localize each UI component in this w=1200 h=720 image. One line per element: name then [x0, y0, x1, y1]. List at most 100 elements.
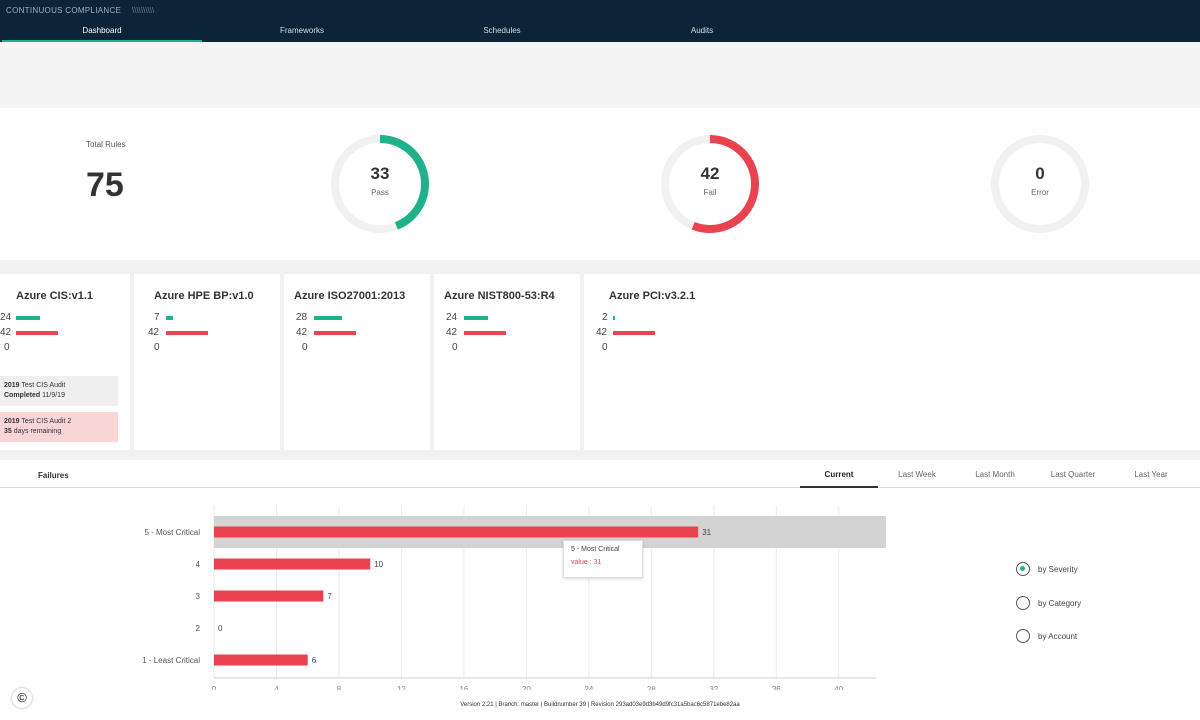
error-count: 0: [1035, 164, 1045, 183]
framework-card-azure-nist[interactable]: Azure NIST800-53:R4 24 42 0: [434, 274, 580, 450]
framework-name: Azure PCI:v3.2.1: [609, 290, 696, 302]
radio-button[interactable]: [1016, 562, 1030, 576]
top-bar: CONTINUOUS COMPLIANCE \\\\\\\\\\ Dashboa…: [0, 0, 1200, 42]
tooltip-value: value : 31: [571, 559, 602, 566]
pass-ring: [331, 135, 429, 233]
period-tab-last-year[interactable]: Last Year: [1134, 470, 1168, 479]
audit-year: 2019: [4, 382, 20, 389]
fail-bar: [464, 331, 506, 335]
fail-bar: [314, 331, 356, 335]
framework-name: Azure HPE BP:v1.0: [154, 290, 254, 302]
x-tick-label: 12: [397, 685, 406, 690]
pass-count: 24: [446, 312, 458, 323]
fail-bar: [613, 331, 655, 335]
audit-upcoming[interactable]: 2019 Test CIS Audit 2 35 days remaining: [0, 412, 118, 442]
framework-cards: Azure CIS:v1.1 24 42 0 2019 Test CIS Aud…: [0, 260, 1200, 460]
pass-bar: [16, 316, 40, 320]
total-rules-label: Total Rules: [86, 140, 126, 149]
radio-label: by Severity: [1038, 565, 1078, 574]
audit-name: Test CIS Audit: [21, 382, 66, 389]
radio-button[interactable]: [1016, 629, 1030, 643]
category-label: 3: [196, 592, 201, 601]
error-count: 0: [154, 342, 160, 353]
app-title: CONTINUOUS COMPLIANCE: [6, 6, 122, 15]
pass-count: 7: [154, 312, 160, 323]
fail-count: 42: [446, 327, 458, 338]
audit-days: 35: [4, 428, 12, 435]
value-label: 10: [374, 560, 383, 569]
header-strip: [0, 42, 1200, 108]
error-donut-chart: [991, 135, 1089, 233]
account-name: \\\\\\\\\\: [132, 6, 155, 15]
framework-card-azure-cis[interactable]: Azure CIS:v1.1 24 42 0 2019 Test CIS Aud…: [0, 274, 130, 450]
pass-donut[interactable]: 33 Pass: [328, 132, 432, 236]
tab-frameworks[interactable]: Frameworks: [279, 26, 324, 35]
framework-name: Azure ISO27001:2013: [294, 290, 406, 302]
framework-card-azure-pci[interactable]: Azure PCI:v3.2.1 2 42 0: [584, 274, 1200, 450]
error-count: 0: [302, 342, 308, 353]
summary-panel: Total Rules 75 33 Pass 42 Fail 0 Error: [0, 108, 1200, 260]
tab-audits[interactable]: Audits: [690, 26, 714, 35]
period-tab-current[interactable]: Current: [800, 470, 878, 488]
tab-dashboard[interactable]: Dashboard: [2, 22, 202, 42]
copyright-icon: ©: [12, 688, 32, 708]
audit-date: 11/9/19: [42, 392, 65, 399]
value-label: 31: [702, 528, 711, 537]
total-rules-value: 75: [86, 166, 124, 204]
audit-status: Completed: [4, 392, 41, 399]
fail-count: 42: [596, 327, 608, 338]
x-tick-label: 32: [709, 685, 718, 690]
x-tick-label: 20: [522, 685, 531, 690]
framework-card-azure-hpe[interactable]: Azure HPE BP:v1.0 7 42 0: [134, 274, 280, 450]
pass-bar: [613, 316, 615, 320]
audit-completed[interactable]: 2019 Test CIS Audit Completed 11/9/19: [0, 376, 118, 406]
category-label: 4: [196, 560, 201, 569]
pass-count: 28: [296, 312, 308, 323]
period-tab-last-quarter[interactable]: Last Quarter: [1050, 470, 1096, 479]
error-count: 0: [452, 342, 458, 353]
x-tick-label: 36: [772, 685, 781, 690]
fail-count: 42: [148, 327, 160, 338]
pass-bar: [166, 316, 173, 320]
fail-label: Fail: [703, 188, 717, 197]
version-footer: Version 2.21 | Branch: master | Buildnum…: [460, 702, 740, 708]
error-count: 0: [602, 342, 608, 353]
x-tick-label: 28: [647, 685, 656, 690]
main-nav: Dashboard Frameworks Schedules Audits: [0, 22, 1200, 42]
x-tick-label: 24: [584, 685, 593, 690]
failures-bar-chart: 0 4 8 12 16 20 24 28 32 36 405 - Most Critical 314 1…: [142, 506, 886, 690]
tab-schedules[interactable]: Schedules: [483, 26, 521, 35]
framework-name: Azure CIS:v1.1: [16, 290, 94, 302]
framework-card-azure-iso[interactable]: Azure ISO27001:2013 28 42 0: [284, 274, 430, 450]
period-tab-last-week[interactable]: Last Week: [898, 470, 936, 479]
audit-remaining: days remaining: [13, 428, 62, 435]
pass-label: Pass: [371, 188, 389, 197]
radio-button[interactable]: [1016, 596, 1030, 610]
x-tick-label: 0: [212, 685, 217, 690]
period-tab-last-month[interactable]: Last Month: [975, 470, 1015, 479]
radio-label: by Account: [1038, 632, 1078, 641]
value-label: 6: [312, 656, 317, 665]
pass-count: 24: [0, 312, 12, 323]
failures-header: Failures Current Last Week Last Month La…: [0, 460, 1200, 488]
x-tick-label: 16: [459, 685, 468, 690]
pass-bar: [464, 316, 488, 320]
audit-name: Test CIS Audit 2: [21, 418, 72, 425]
framework-name: Azure NIST800-53:R4: [444, 290, 555, 302]
error-label: Error: [1031, 188, 1049, 197]
fail-bar: [16, 331, 58, 335]
fail-count: 42: [296, 327, 308, 338]
bar: [214, 526, 699, 538]
fail-donut-chart: [661, 135, 759, 233]
error-count: 0: [4, 342, 10, 353]
value-label: 0: [218, 624, 223, 633]
fail-ring: [661, 135, 759, 233]
fail-donut[interactable]: 42 Fail: [658, 132, 762, 236]
bar: [214, 654, 308, 666]
x-tick-label: 4: [274, 685, 279, 690]
audit-year: 2019: [4, 418, 20, 425]
pass-donut-chart: [331, 135, 429, 233]
pass-bar: [314, 316, 342, 320]
bar: [214, 558, 371, 570]
error-donut[interactable]: 0 Error: [988, 132, 1092, 236]
